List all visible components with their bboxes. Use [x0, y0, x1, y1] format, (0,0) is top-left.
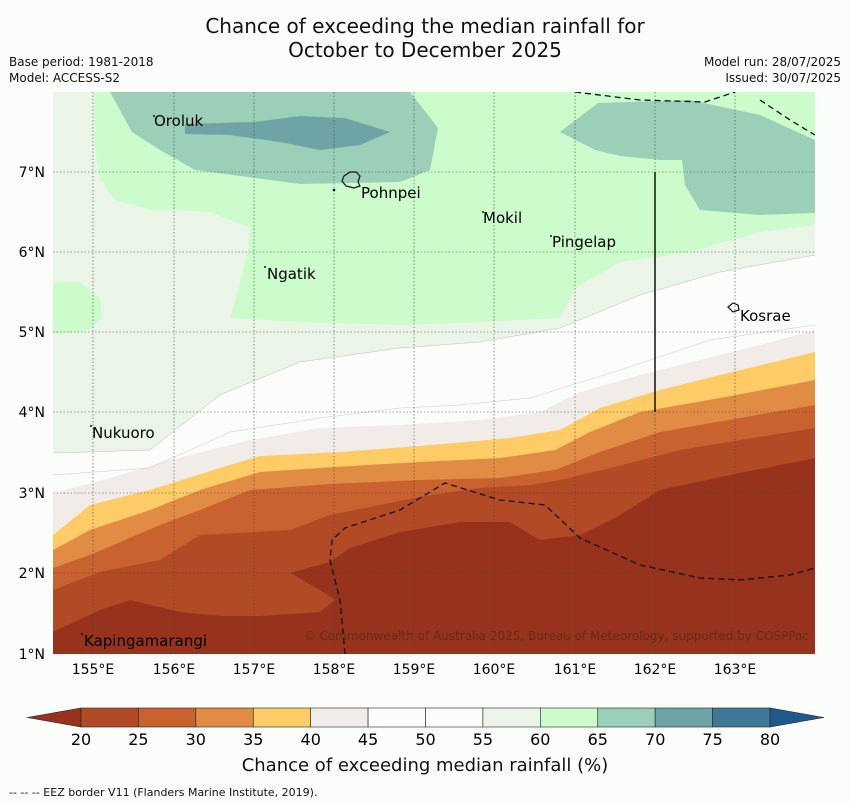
base-period: Base period: 1981-2018 — [9, 55, 154, 69]
colorbar: 20 25 30 35 40 45 50 55 60 65 70 75 80 — [26, 707, 825, 749]
label-nukuoro: Nukuoro — [92, 424, 155, 442]
lon-tick: 163°E — [714, 662, 757, 678]
cb-tick: 60 — [530, 730, 550, 749]
colorbar-segment — [252, 707, 311, 728]
cb-tick: 75 — [702, 730, 722, 749]
kapingamarangi-marker — [81, 633, 83, 635]
lat-tick: 6°N — [19, 245, 45, 261]
lon-axis-labels: 155°E 156°E 157°E 158°E 159°E 160°E 161°… — [72, 662, 757, 678]
cb-tick: 40 — [301, 730, 321, 749]
colorbar-segment — [482, 707, 541, 728]
meta-left: Base period: 1981-2018 Model: ACCESS-S2 — [9, 54, 154, 86]
colorbar-over-arrow — [769, 707, 825, 728]
lon-tick: 159°E — [393, 662, 436, 678]
model-name: Model: ACCESS-S2 — [9, 71, 121, 85]
label-kosrae: Kosrae — [740, 307, 791, 325]
colorbar-label: Chance of exceeding median rainfall (%) — [241, 755, 609, 776]
cb-tick: 80 — [760, 730, 780, 749]
colorbar-segments — [80, 707, 771, 728]
colorbar-segment — [540, 707, 599, 728]
oroluk-marker — [153, 115, 155, 117]
cb-tick: 45 — [358, 730, 378, 749]
band-65-70-east — [560, 100, 815, 215]
cb-tick: 50 — [415, 730, 435, 749]
lat-tick: 1°N — [19, 647, 45, 663]
label-pingelap: Pingelap — [552, 233, 616, 251]
mokil-marker — [482, 211, 484, 213]
colorbar-tick-labels: 20 25 30 35 40 45 50 55 60 65 70 75 80 — [71, 730, 780, 749]
lon-tick: 156°E — [153, 662, 196, 678]
cb-tick: 65 — [588, 730, 608, 749]
kosrae-island-outline — [727, 302, 740, 313]
pohnpei-island-outline — [341, 171, 361, 189]
graticule — [53, 92, 815, 654]
lat-tick: 3°N — [19, 486, 45, 502]
cb-tick: 25 — [128, 730, 148, 749]
colorbar-segment — [80, 707, 139, 728]
eez-border-northeast — [759, 99, 815, 136]
probability-field — [53, 92, 815, 654]
cb-tick: 55 — [473, 730, 493, 749]
colorbar-segment — [597, 707, 656, 728]
cb-tick: 30 — [186, 730, 206, 749]
cb-tick: 20 — [71, 730, 91, 749]
band-70-75 — [185, 116, 390, 150]
model-run: Model run: 28/07/2025 — [703, 55, 841, 69]
ngatik-marker — [264, 266, 266, 268]
colorbar-segment — [367, 707, 426, 728]
map-title: Chance of exceeding the median rainfall … — [0, 14, 850, 62]
eez-border-south — [329, 482, 815, 654]
lon-tick: 155°E — [72, 662, 115, 678]
pingelap-marker — [550, 235, 552, 237]
colorbar-segment — [712, 707, 771, 728]
colorbar-segment — [195, 707, 254, 728]
band-60-65-west — [53, 282, 102, 334]
lat-tick: 7°N — [19, 165, 45, 181]
lon-tick: 158°E — [313, 662, 356, 678]
label-mokil: Mokil — [483, 209, 522, 227]
colorbar-segment — [425, 707, 484, 728]
band-below-20 — [53, 458, 815, 654]
lon-tick: 157°E — [233, 662, 276, 678]
eez-footnote: -- -- -- EEZ border V11 (Flanders Marine… — [9, 786, 318, 799]
label-oroluk: Oroluk — [154, 112, 203, 130]
label-ngatik: Ngatik — [267, 265, 316, 283]
cb-tick: 35 — [243, 730, 263, 749]
colorbar-segment — [654, 707, 713, 728]
eez-borders — [329, 92, 815, 654]
title-line-1: Chance of exceeding the median rainfall … — [205, 14, 645, 38]
label-pohnpei: Pohnpei — [361, 184, 421, 202]
colorbar-segment — [138, 707, 197, 728]
nukuoro-marker — [90, 425, 92, 427]
label-kapingamarangi: Kapingamarangi — [84, 632, 207, 650]
lat-tick: 5°N — [19, 325, 45, 341]
lat-axis-labels: 1°N 2°N 3°N 4°N 5°N 6°N 7°N — [19, 165, 45, 663]
lon-tick: 160°E — [473, 662, 516, 678]
cb-tick: 70 — [645, 730, 665, 749]
lat-tick: 4°N — [19, 405, 45, 421]
meta-right: Model run: 28/07/2025 Issued: 30/07/2025 — [704, 54, 841, 86]
lat-tick: 2°N — [19, 566, 45, 582]
copyright-notice: © Commonwealth of Australia 2025, Bureau… — [304, 629, 809, 643]
colorbar-segment — [310, 707, 369, 728]
lon-tick: 162°E — [634, 662, 677, 678]
ant-atoll-marker — [332, 188, 336, 192]
colorbar-under-arrow — [26, 707, 82, 728]
lon-tick: 161°E — [554, 662, 597, 678]
eez-border-north — [574, 92, 736, 103]
title-line-2: October to December 2025 — [288, 38, 562, 62]
issued-date: Issued: 30/07/2025 — [725, 71, 841, 85]
